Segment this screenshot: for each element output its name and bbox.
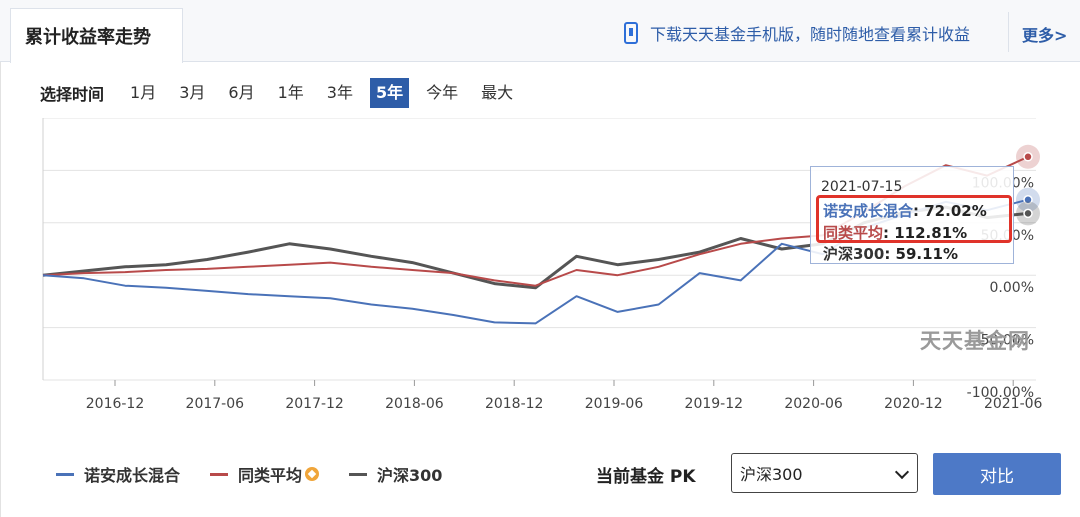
- legend-item-fund[interactable]: 诺安成长混合: [56, 462, 180, 486]
- tooltip-fund-name: 诺安成长混合: [823, 202, 914, 220]
- time-option-5y[interactable]: 5年: [369, 78, 410, 108]
- time-option-3m[interactable]: 3月: [179, 83, 206, 102]
- x-tick-label: 2019-12: [685, 396, 744, 412]
- more-link[interactable]: 更多>: [1022, 26, 1068, 45]
- time-option-3y[interactable]: 3年: [326, 83, 353, 102]
- download-link-text: 下载天天基金手机版，随时随地查看累计收益: [650, 25, 971, 44]
- series-end-point: [1023, 194, 1033, 205]
- legend-item-average[interactable]: 同类平均: [210, 462, 320, 486]
- x-tick-label: 2016-12: [86, 396, 145, 412]
- phone-icon: [624, 22, 638, 44]
- chart-tooltip: 2021-07-15 诺安成长混合: 72.02% 同类平均: 112.81% …: [810, 166, 1014, 264]
- x-tick-label: 2021-06: [984, 396, 1043, 412]
- legend-swatch-index: [349, 472, 368, 476]
- pk-label: 当前基金 PK: [596, 467, 696, 487]
- legend-label-average: 同类平均: [238, 466, 303, 485]
- x-tick-label: 2019-06: [585, 396, 644, 412]
- legend-item-index[interactable]: 沪深300: [349, 462, 442, 486]
- tooltip-row-fund: 诺安成长混合: 72.02%: [823, 202, 987, 220]
- legend-label-fund: 诺安成长混合: [84, 466, 181, 485]
- time-option-max[interactable]: 最大: [481, 83, 514, 102]
- legend-swatch-fund: [56, 472, 74, 476]
- pk-selected-value: 沪深300: [740, 465, 803, 484]
- tooltip-row-index: 沪深300: 59.11%: [823, 245, 959, 263]
- tooltip-highlight-box: [816, 195, 1012, 243]
- pk-compare-select[interactable]: 沪深300: [731, 453, 918, 493]
- x-tick-label: 2018-12: [485, 396, 544, 412]
- tooltip-date: 2021-07-15: [821, 179, 903, 195]
- watermark: 天天基金网: [920, 329, 1030, 353]
- tooltip-fund-value: 72.02%: [924, 202, 987, 220]
- x-tick-label: 2018-06: [385, 396, 444, 412]
- time-option-1y[interactable]: 1年: [277, 83, 304, 102]
- y-tick-label: -100.00%: [967, 385, 1034, 401]
- time-option-ytd[interactable]: 今年: [426, 83, 459, 102]
- x-tick-label: 2020-06: [784, 396, 843, 412]
- tab-cumulative-return[interactable]: 累计收益率走势: [10, 8, 183, 63]
- header-bar: 累计收益率走势 下载天天基金手机版，随时随地查看累计收益 更多>: [0, 0, 1080, 63]
- tooltip-index-value: 59.11%: [895, 245, 959, 263]
- x-tick-label: 2020-12: [884, 396, 943, 412]
- tooltip-row-average: 同类平均: 112.81%: [823, 224, 968, 242]
- tooltip-average-name: 同类平均: [823, 224, 884, 242]
- x-tick-label: 2017-06: [186, 396, 245, 412]
- legend-swatch-average: [210, 472, 229, 476]
- chevron-down-icon: [894, 464, 910, 480]
- time-option-6m[interactable]: 6月: [228, 83, 255, 102]
- series-end-point: [1023, 152, 1033, 162]
- compare-button[interactable]: 对比: [933, 453, 1061, 495]
- info-diamond-icon: [305, 467, 320, 481]
- return-chart[interactable]: -100.00%-50.00%0.00%50.00%100.00%2016-12…: [0, 118, 1080, 418]
- time-selector-label: 选择时间: [40, 85, 105, 104]
- time-option-1m[interactable]: 1月: [130, 83, 157, 102]
- legend-label-index: 沪深300: [377, 466, 443, 485]
- tooltip-average-value: 112.81%: [894, 224, 968, 242]
- x-tick-label: 2017-12: [285, 396, 344, 412]
- time-selector: 选择时间 1月 3月 6月 1年 3年 5年 今年 最大: [40, 78, 530, 108]
- series-end-point: [1023, 208, 1033, 219]
- y-tick-label: 0.00%: [990, 280, 1034, 296]
- download-app-link[interactable]: 下载天天基金手机版，随时随地查看累计收益: [624, 20, 970, 46]
- y-tick-label: -50.00%: [976, 333, 1034, 349]
- chart-legend: 诺安成长混合 同类平均 沪深300: [56, 462, 472, 486]
- header-divider: [1008, 12, 1009, 52]
- tooltip-index-name: 沪深300: [823, 245, 885, 263]
